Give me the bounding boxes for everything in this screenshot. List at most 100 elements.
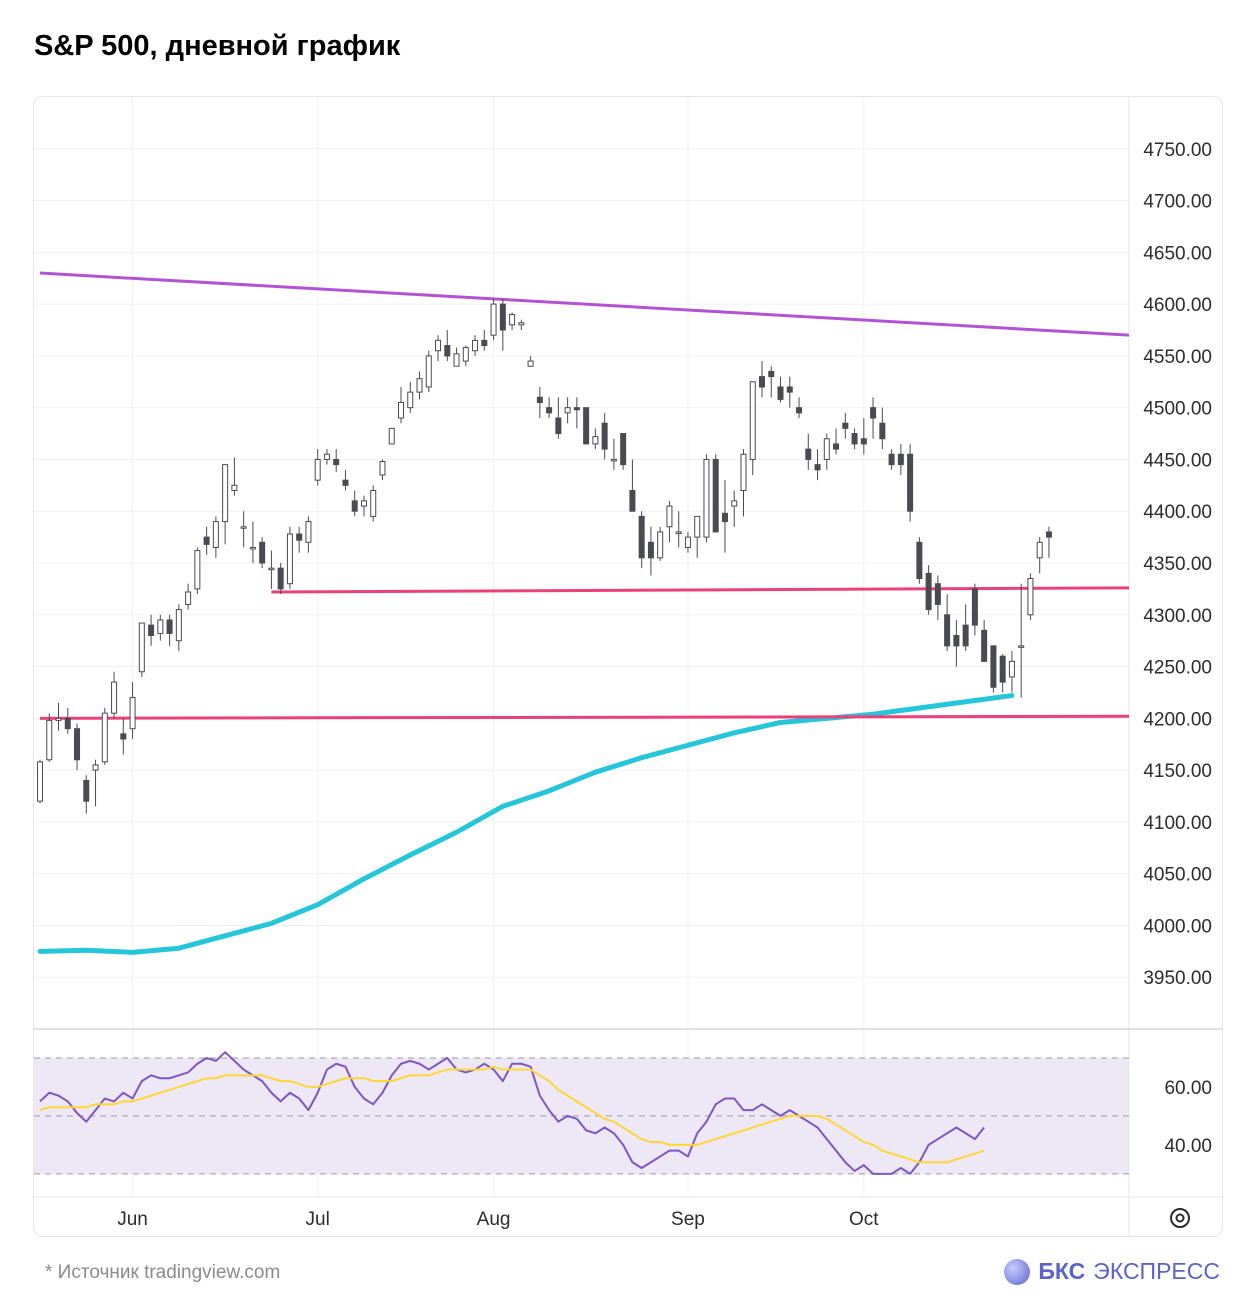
time-axis-tick-label: Jul [306, 1209, 330, 1230]
candle-body [712, 458, 719, 533]
page-title: S&P 500, дневной график [34, 30, 401, 62]
candle-body [583, 407, 590, 445]
candle-body [342, 479, 349, 486]
price-axis-tick-label: 4650.00 [1143, 243, 1212, 264]
candle-body [657, 531, 664, 559]
candle-body [934, 583, 941, 605]
candle-body [1008, 660, 1015, 678]
chart-frame[interactable]: 4750.00 4700.00 4650.00 4600.00 4550.00 4500.… [33, 96, 1223, 1237]
rsi-axis-tick-label: 60.00 [1164, 1078, 1212, 1099]
candle-body [971, 588, 978, 626]
candle-body [212, 521, 219, 548]
candle-body [916, 541, 923, 580]
candle-body [194, 550, 201, 590]
candle-body [129, 697, 136, 730]
candle-body [46, 719, 53, 761]
candle-body [814, 464, 821, 471]
candle-body [768, 370, 775, 378]
resistance-trendline [39, 271, 1130, 337]
support-trendline [271, 586, 1130, 594]
candle-body [629, 490, 636, 512]
candle-body [435, 339, 442, 352]
price-axis-tick-label: 4750.00 [1143, 140, 1212, 161]
candle-body [647, 541, 654, 559]
price-axis-tick-label: 4500.00 [1143, 399, 1212, 420]
price-axis-tick-label: 4400.00 [1143, 502, 1212, 523]
price-axis-tick-label: 4250.00 [1143, 658, 1212, 679]
candle-body [509, 313, 516, 326]
candle-body [74, 728, 81, 761]
candle-body [388, 427, 395, 445]
candle-body [684, 536, 691, 548]
candle-body [731, 500, 738, 507]
candle-body [897, 453, 904, 466]
candle-body [999, 655, 1006, 683]
candle-body [564, 407, 571, 414]
candle-body [286, 533, 293, 585]
price-axis-tick-label: 4200.00 [1143, 709, 1212, 730]
price-axis-tick-label: 4700.00 [1143, 192, 1212, 213]
candle-body [166, 619, 173, 634]
candle-body [379, 461, 386, 476]
price-axis-tick-label: 4450.00 [1143, 450, 1212, 471]
candle-body [962, 624, 969, 647]
candle-body [240, 526, 247, 529]
candle-body [296, 533, 303, 541]
rsi-line [39, 1051, 985, 1175]
candle-body [749, 381, 756, 460]
candle-body [490, 303, 497, 336]
brand-logo-block[interactable]: БКС ЭКСПРЕСС [1004, 1258, 1220, 1285]
candle-body [694, 515, 701, 538]
candle-body [666, 505, 673, 528]
candle-body [1027, 578, 1034, 616]
price-axis-tick-label: 3950.00 [1143, 968, 1212, 989]
rsi-axis-tick-label: 40.00 [1164, 1136, 1212, 1157]
support-trendline [39, 714, 1130, 720]
settings-gear-icon[interactable] [1170, 1208, 1190, 1228]
price-axis-tick-label: 4100.00 [1143, 813, 1212, 834]
candle-body [407, 391, 414, 409]
candle-body [823, 438, 830, 460]
candle-body [157, 619, 164, 634]
candle-body [37, 761, 43, 802]
candle-body [101, 712, 108, 763]
candle-body [777, 386, 784, 400]
candle-body [786, 386, 793, 393]
candle-body [527, 360, 534, 367]
candle-body [638, 515, 645, 559]
candle-body [620, 433, 627, 466]
candle-body [925, 572, 932, 611]
candle-body [333, 458, 340, 466]
candle-body [703, 458, 710, 538]
candle-body [138, 622, 145, 673]
candle-body [398, 401, 404, 419]
source-note: * Источник tradingview.com [45, 1262, 281, 1283]
candle-body [120, 733, 127, 740]
candle-body [592, 436, 599, 445]
candle-body [805, 448, 812, 460]
candle-body [111, 681, 118, 714]
candle-body [323, 453, 330, 460]
candle-body [277, 567, 284, 590]
candle-body [370, 490, 377, 517]
time-axis-tick-label: Jun [117, 1209, 148, 1230]
candle-body [185, 591, 192, 605]
time-axis-tick-label: Aug [477, 1209, 511, 1230]
candle-body [759, 376, 765, 388]
candle-body [425, 355, 432, 388]
candle-body [222, 464, 229, 523]
candle-body [907, 453, 914, 512]
price-chart-svg[interactable]: 4750.00 4700.00 4650.00 4600.00 4550.00 4500.… [34, 97, 1222, 1236]
candle-body [360, 500, 367, 507]
price-axis-tick-label: 4000.00 [1143, 916, 1212, 937]
price-axis-tick-label: 4050.00 [1143, 865, 1212, 886]
candle-body [416, 378, 423, 393]
brand-name: ЭКСПРЕСС [1093, 1258, 1220, 1284]
candle-body [573, 407, 580, 411]
candle-body [546, 407, 553, 414]
price-axis-tick-label: 4550.00 [1143, 347, 1212, 368]
brand-name-bold: БКС [1038, 1258, 1086, 1284]
candle-body [851, 433, 858, 445]
candle-body [740, 453, 747, 492]
